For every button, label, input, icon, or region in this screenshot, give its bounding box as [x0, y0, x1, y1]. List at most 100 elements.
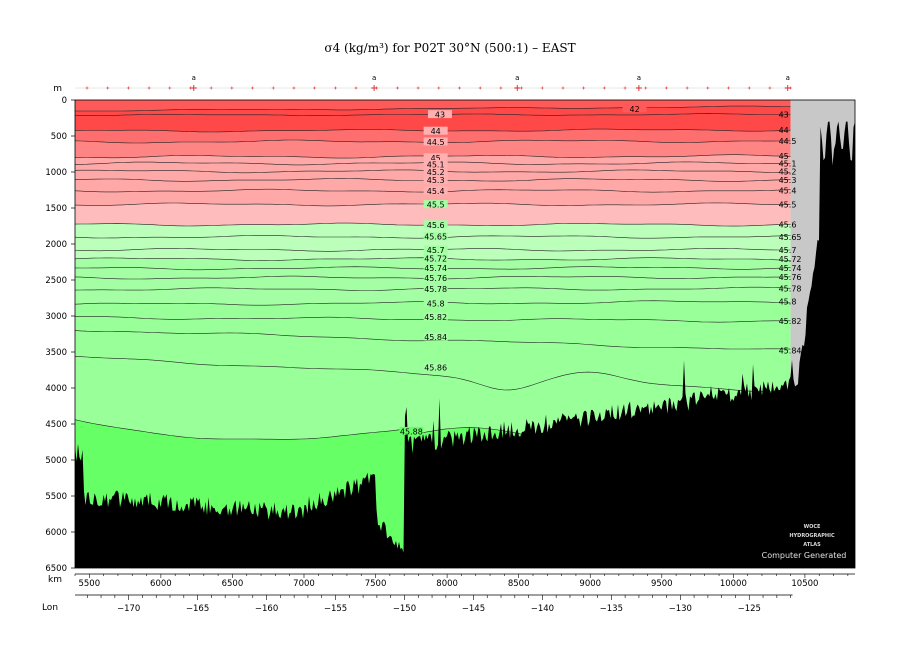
contour-label-45.72: 45.72 [424, 255, 447, 264]
chart-title: σ4 (kg/m³) for P02T 30°N (500:1) – EAST [324, 41, 575, 55]
station-mark-28 [664, 86, 668, 90]
contour-label-45.65: 45.65 [424, 233, 447, 242]
contour-label-bg-45.4 [423, 186, 448, 195]
watermark-line-1: WOCE [804, 524, 821, 530]
contour-label-45.82: 45.82 [424, 313, 447, 322]
station-mark-17 [437, 86, 441, 90]
edge-label-45: 45 [779, 152, 789, 161]
station-mark-22 [540, 86, 544, 90]
depth-unit-label: m [53, 84, 62, 94]
station-label-3: a [637, 74, 641, 82]
station-mark-16 [416, 86, 420, 90]
station-mark-21 [520, 86, 524, 90]
longitude-tick-label--145: −145 [462, 604, 485, 614]
contour-label-bg-45.1 [423, 159, 448, 168]
depth-tick-label-1500: 1500 [45, 204, 67, 214]
woce-watermark: WOCE HYDROGRAPHIC ATLAS Computer Generat… [762, 524, 847, 560]
distance-tick-label-7500: 7500 [365, 579, 387, 589]
station-mark-7 [230, 86, 234, 90]
contour-label-44.5: 44.5 [427, 138, 445, 147]
edge-label-45.7: 45.7 [779, 246, 797, 255]
station-mark-19 [478, 86, 482, 90]
contour-line-42 [75, 105, 791, 112]
longitude-tick-label--135: −135 [600, 604, 623, 614]
edge-label-45.86: 45.86 [779, 388, 802, 397]
contour-label-bg-45.84 [423, 332, 448, 341]
station-major-1 [371, 85, 378, 91]
contour-label-bg-45.6 [423, 220, 448, 229]
bathymetry [75, 121, 855, 568]
contour-label-bg-45.88 [399, 426, 424, 435]
contour-label-42: 42 [630, 105, 640, 114]
depth-axis: 0 500 1000 1500 2000 2500 3000 3500 4000 4500 5000… [45, 96, 75, 574]
contour-label-45.2: 45.2 [427, 168, 445, 177]
watermark-line-3: ATLAS [803, 542, 821, 548]
density-band-3 [75, 129, 791, 143]
depth-tick-label-3500: 3500 [45, 348, 67, 358]
edge-label-44: 44 [779, 126, 789, 135]
contour-label-bg-45.2 [423, 167, 448, 176]
plot-area: 42434444.54545.145.245.345.445.545.645.6… [75, 100, 855, 568]
station-major-0 [190, 85, 197, 91]
longitude-tick-label--140: −140 [531, 604, 554, 614]
contour-label-bg-45.5 [423, 200, 448, 209]
depth-tick-label-5500: 5500 [45, 492, 67, 502]
station-mark-13 [354, 86, 358, 90]
contour-label-bg-45.65 [423, 232, 448, 241]
edge-label-45.78: 45.78 [779, 285, 802, 294]
station-mark-10 [292, 86, 296, 90]
station-mark-23 [561, 86, 565, 90]
depth-tick-label-500: 500 [51, 132, 67, 142]
contour-label-45.76: 45.76 [424, 274, 447, 283]
longitude-tick-label--155: −155 [324, 604, 347, 614]
edge-label-45.3: 45.3 [779, 176, 797, 185]
station-label-4: a [786, 74, 790, 82]
edge-label-45.65: 45.65 [779, 233, 802, 242]
seafloor [75, 121, 855, 568]
contour-label-45.86: 45.86 [424, 363, 447, 372]
distance-tick-label-9000: 9000 [579, 579, 601, 589]
distance-unit-label: km [48, 575, 62, 585]
station-label-1: a [372, 74, 376, 82]
station-mark-24 [582, 86, 586, 90]
contour-label-45.4: 45.4 [427, 187, 445, 196]
density-band-7 [75, 223, 791, 261]
depth-tick-label-6000: 6000 [45, 528, 67, 538]
distance-tick-label-8000: 8000 [436, 579, 458, 589]
edge-label-45.76: 45.76 [779, 273, 802, 282]
contour-label-bg-45.7 [423, 245, 448, 254]
depth-tick-label-1000: 1000 [45, 168, 67, 178]
contour-label-bg-45.86 [423, 362, 448, 371]
longitude-tick-label--170: −170 [117, 604, 140, 614]
station-major-2 [514, 85, 521, 91]
station-mark-8 [251, 86, 255, 90]
contour-label-45: 45 [431, 154, 441, 163]
station-mark-15 [395, 86, 399, 90]
contour-label-bg-45.82 [423, 312, 448, 321]
distance-tick-label-6000: 6000 [150, 579, 172, 589]
station-mark-32 [747, 86, 751, 90]
density-band-6 [75, 202, 791, 227]
depth-tick-label-2000: 2000 [45, 240, 67, 250]
longitude-tick-label--160: −160 [255, 604, 278, 614]
station-mark-30 [706, 86, 710, 90]
distance-tick-label-10500: 10500 [791, 579, 818, 589]
longitude-tick-label--125: −125 [738, 604, 761, 614]
longitude-tick-label--130: −130 [669, 604, 692, 614]
edge-label-45.4: 45.4 [779, 187, 797, 196]
station-mark-31 [727, 86, 731, 90]
contour-label-44: 44 [431, 127, 441, 136]
depth-tick-label-0: 0 [62, 96, 67, 106]
contour-label-45.5: 45.5 [427, 201, 445, 210]
edge-label-45.84: 45.84 [779, 347, 802, 356]
longitude-tick-label--165: −165 [186, 604, 209, 614]
distance-tick-label-9500: 9500 [651, 579, 673, 589]
edge-label-45.2: 45.2 [779, 167, 797, 176]
density-band-9 [75, 300, 791, 392]
longitude-axis: −170 −165 −160 −155 −150 −145 −140 −135 −130 −125 [75, 594, 793, 614]
distance-tick-label-5500: 5500 [78, 579, 100, 589]
distance-tick-label-6500: 6500 [222, 579, 244, 589]
watermark-line-2: HYDROGRAPHIC [789, 533, 835, 539]
station-mark-33 [768, 86, 772, 90]
